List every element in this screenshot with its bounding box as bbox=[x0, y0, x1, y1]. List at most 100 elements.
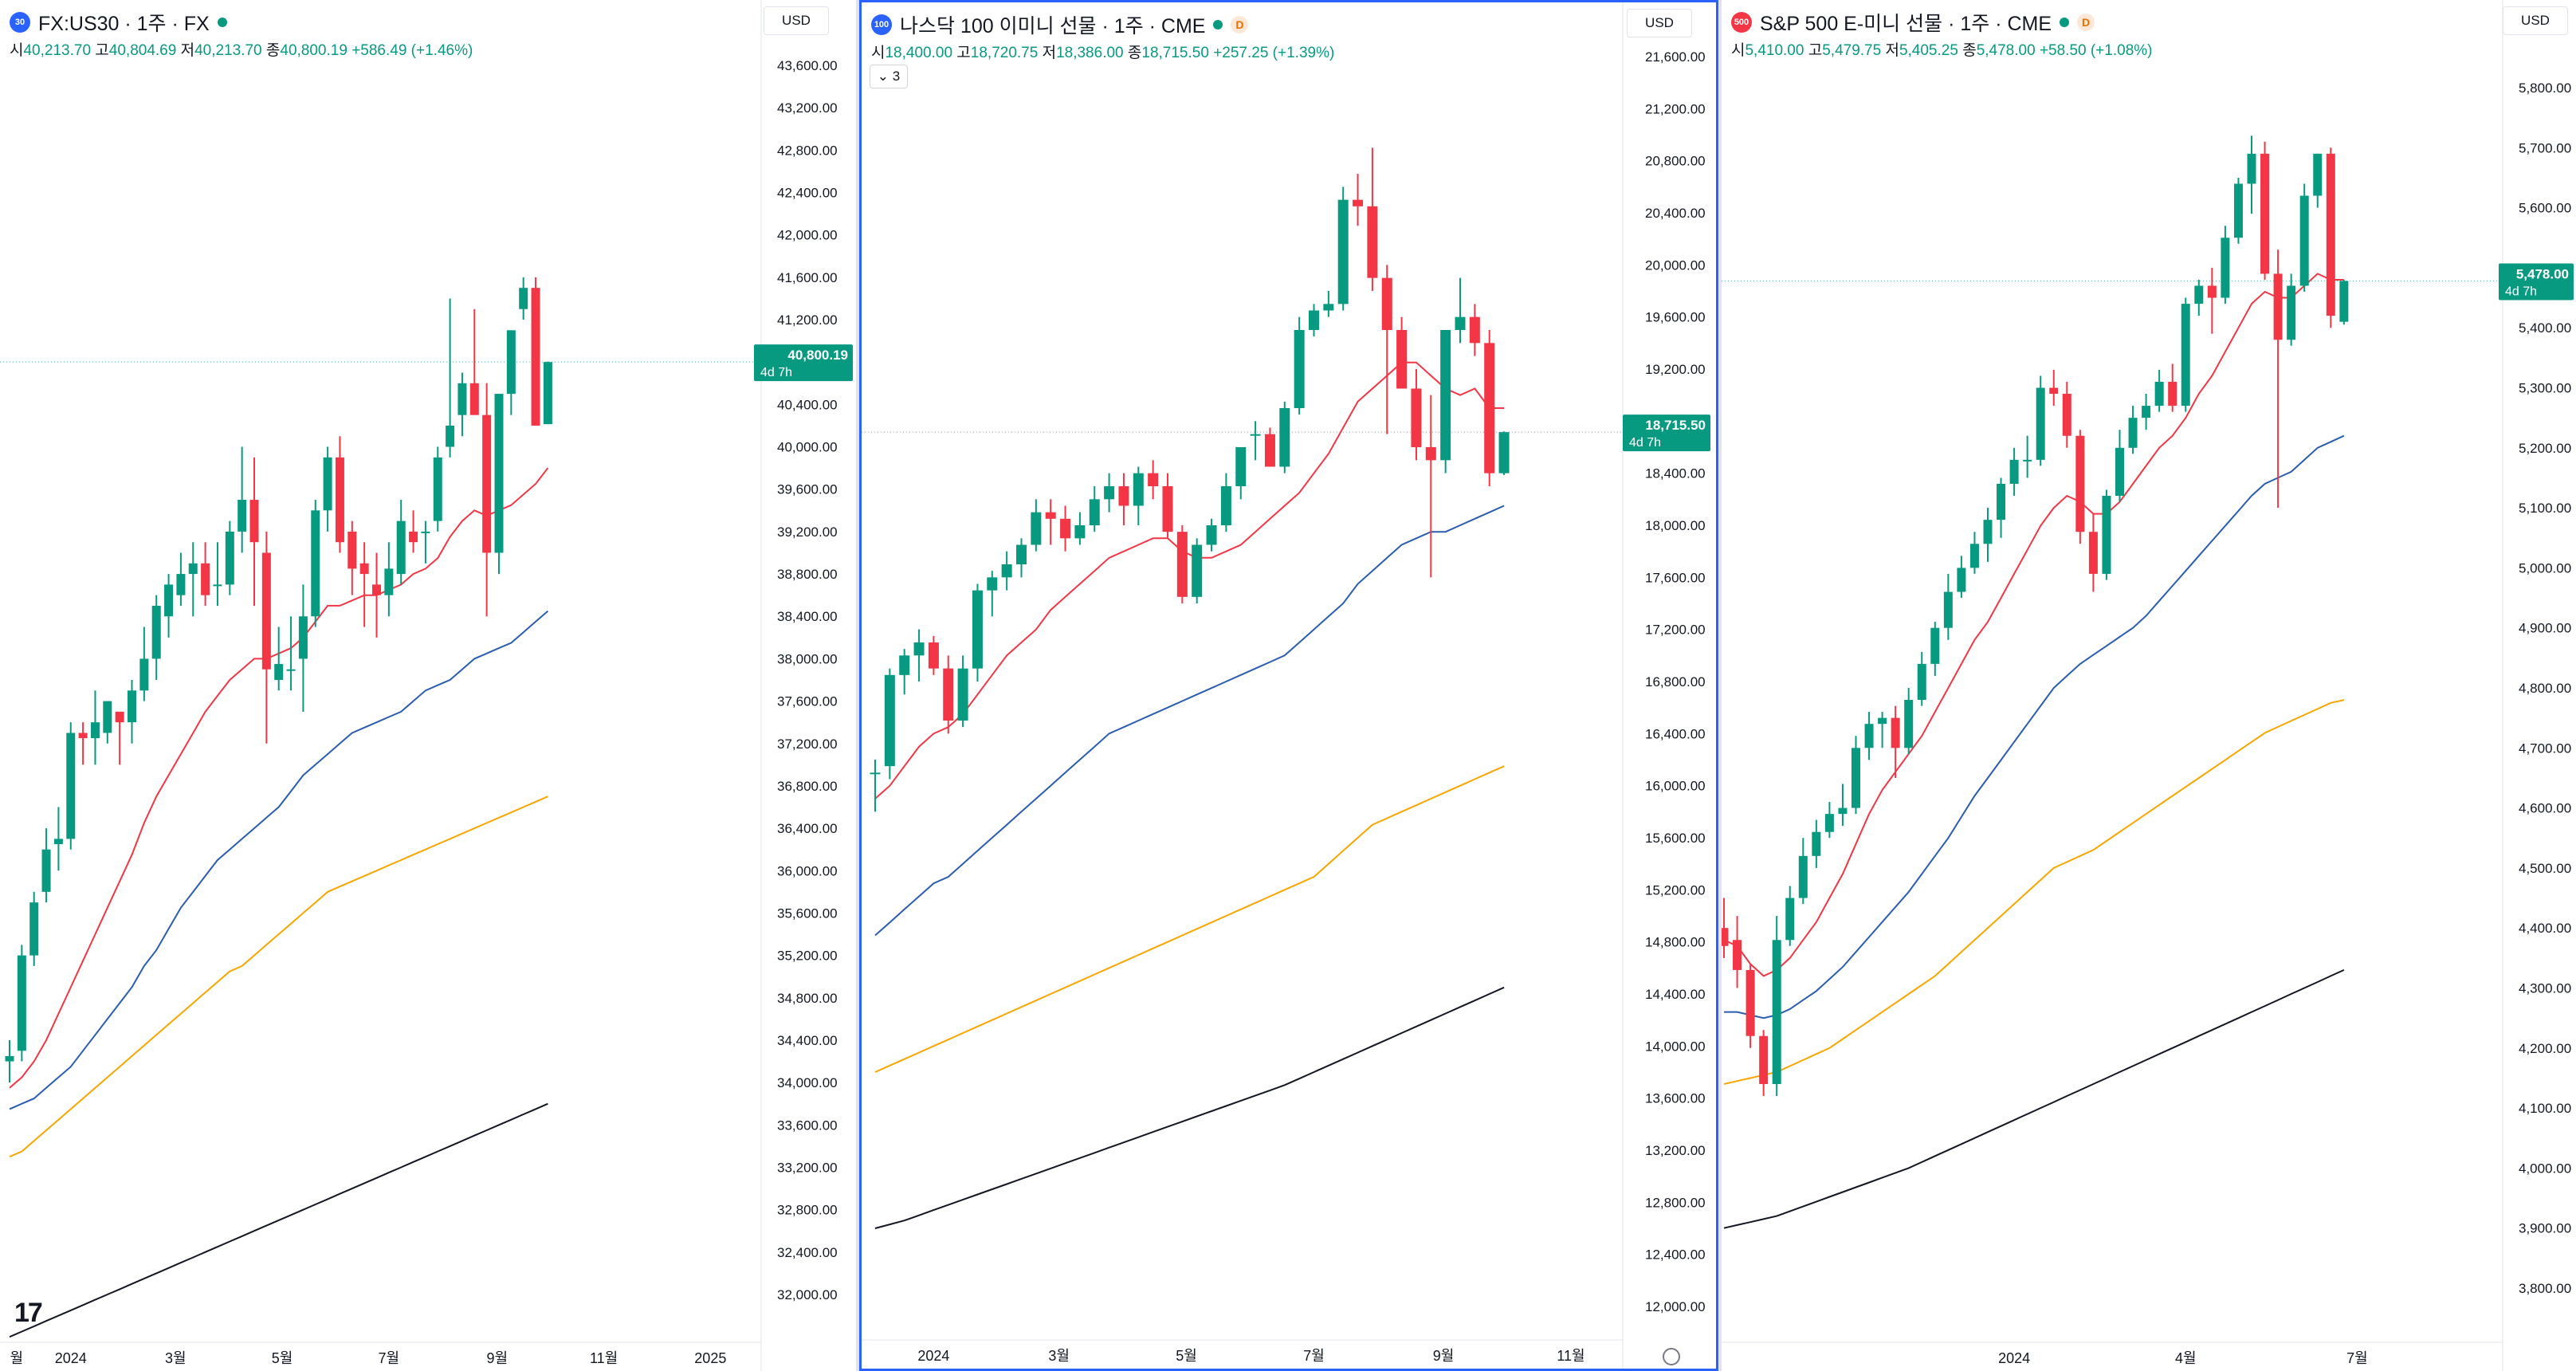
symbol-title[interactable]: FX:US30 · 1주 · FX bbox=[38, 13, 210, 35]
delayed-data-badge[interactable]: D bbox=[1231, 16, 1249, 33]
nasdaq-candlestick-chart[interactable]: 12,000.00 12,400.00 12,800.00 13,200.00 13,6… bbox=[862, 2, 1716, 1369]
candle-body bbox=[1396, 330, 1408, 389]
y-tick-label: 5,600.00 bbox=[2519, 201, 2571, 216]
candle-body bbox=[2142, 406, 2151, 418]
candle-body bbox=[2168, 381, 2177, 407]
candle bbox=[41, 828, 51, 903]
candle-body bbox=[957, 668, 968, 721]
candle-body bbox=[311, 510, 320, 617]
y-tick-label: 42,000.00 bbox=[777, 228, 838, 243]
candle-body bbox=[29, 902, 39, 956]
candle-body bbox=[531, 288, 540, 426]
candle-body bbox=[1176, 532, 1188, 597]
y-tick-label: 5,300.00 bbox=[2519, 381, 2571, 396]
symbol-title[interactable]: S&P 500 E-미니 선물 · 1주 · CME bbox=[1760, 13, 2052, 35]
candle-body bbox=[1440, 330, 1451, 461]
candle bbox=[2233, 177, 2243, 244]
us30-candlestick-chart[interactable]: 32,000.00 32,400.00 32,800.00 33,200.00 33,6… bbox=[0, 0, 856, 1371]
candle-body bbox=[213, 584, 222, 587]
candle-body bbox=[66, 733, 76, 839]
candle-body bbox=[1917, 663, 1926, 701]
candle bbox=[225, 521, 234, 595]
y-tick-label: 32,000.00 bbox=[777, 1287, 838, 1302]
y-tick-label: 5,700.00 bbox=[2519, 140, 2571, 155]
y-tick-label: 41,200.00 bbox=[777, 312, 838, 328]
candle bbox=[396, 500, 406, 585]
candle-body bbox=[1133, 473, 1144, 506]
candle bbox=[151, 595, 161, 680]
chart-pane-us30[interactable]: 32,000.00 32,400.00 32,800.00 33,200.00 33,6… bbox=[0, 0, 856, 1371]
y-tick-label: 36,400.00 bbox=[777, 821, 838, 836]
symbol-header[interactable]: 30 FX:US30 · 1주 · FX bbox=[10, 8, 227, 37]
candle-body bbox=[913, 642, 925, 656]
pane-divider[interactable] bbox=[1718, 0, 1722, 1371]
x-tick-label: 7월 bbox=[2346, 1350, 2368, 1366]
ohlc-legend: 시5,410.00 고5,479.75 저5,405.25 종5,478.00 … bbox=[1731, 42, 2153, 59]
chart-pane-nasdaq[interactable]: 12,000.00 12,400.00 12,800.00 13,200.00 13,6… bbox=[859, 0, 1718, 1371]
candle bbox=[1323, 291, 1334, 317]
candle-body bbox=[943, 668, 954, 721]
sp500-candlestick-chart[interactable]: 3,800.00 3,900.00 4,000.00 4,100.00 4,200.00… bbox=[1722, 0, 2576, 1371]
moving-average-line bbox=[1723, 699, 2345, 1085]
candle-body bbox=[1904, 700, 1914, 748]
moving-average-line bbox=[874, 986, 1505, 1229]
candle-body bbox=[1323, 304, 1334, 311]
candle-body bbox=[2088, 532, 2098, 574]
symbol-header[interactable]: 500 S&P 500 E-미니 선물 · 1주 · CME D bbox=[1731, 8, 2095, 37]
market-open-dot-icon bbox=[217, 18, 227, 27]
y-tick-label: 40,000.00 bbox=[777, 440, 838, 455]
candle-body bbox=[1878, 717, 1887, 725]
currency-button[interactable]: USD bbox=[2503, 6, 2568, 35]
candle bbox=[2207, 267, 2217, 334]
candle-body bbox=[1772, 940, 1781, 1084]
candle bbox=[2075, 430, 2085, 544]
candle bbox=[1074, 512, 1086, 545]
candle bbox=[359, 542, 369, 627]
candle bbox=[78, 722, 88, 765]
tradingview-logo-icon[interactable]: 17 bbox=[14, 1298, 43, 1328]
bar-countdown: 4d 7h bbox=[2505, 285, 2537, 298]
y-tick-label: 20,800.00 bbox=[1645, 154, 1706, 169]
candle-body bbox=[2154, 381, 2164, 407]
candle-body bbox=[1864, 724, 1874, 748]
last-price-tag: 5,478.00 4d 7h bbox=[2499, 263, 2574, 301]
candle bbox=[1220, 473, 1231, 532]
candle bbox=[53, 807, 63, 871]
chart-pane-sp500[interactable]: 3,800.00 3,900.00 4,000.00 4,100.00 4,200.00… bbox=[1722, 0, 2576, 1371]
candle bbox=[1469, 304, 1480, 356]
candle bbox=[1133, 466, 1144, 525]
y-tick-label: 16,000.00 bbox=[1645, 779, 1706, 794]
y-tick-label: 14,000.00 bbox=[1645, 1039, 1706, 1054]
candle bbox=[1824, 802, 1834, 839]
symbol-header[interactable]: 100 나스닥 100 이미니 선물 · 1주 · CME D bbox=[871, 10, 1249, 39]
y-tick-label: 42,800.00 bbox=[777, 143, 838, 158]
y-tick-label: 34,800.00 bbox=[777, 991, 838, 1006]
candle bbox=[1983, 508, 1993, 562]
last-price-value: 5,478.00 bbox=[2516, 266, 2569, 281]
candle-body bbox=[482, 414, 492, 553]
pane-divider[interactable] bbox=[856, 0, 859, 1371]
settings-gear-icon[interactable] bbox=[1663, 1348, 1680, 1365]
candle-body bbox=[2036, 387, 2045, 460]
candle-body bbox=[1759, 1035, 1769, 1084]
candle bbox=[482, 383, 492, 617]
candle-body bbox=[384, 568, 394, 595]
candle bbox=[870, 760, 881, 812]
candle bbox=[1722, 898, 1729, 958]
indicator-collapse-button[interactable]: ⌄ 3 bbox=[870, 65, 908, 88]
candle-body bbox=[176, 574, 186, 595]
currency-button[interactable]: USD bbox=[764, 6, 829, 35]
candle bbox=[2326, 147, 2335, 328]
delayed-data-badge[interactable]: D bbox=[2077, 14, 2095, 31]
y-tick-label: 5,400.00 bbox=[2519, 320, 2571, 336]
symbol-title[interactable]: 나스닥 100 이미니 선물 · 1주 · CME bbox=[900, 15, 1206, 37]
currency-button[interactable]: USD bbox=[1627, 9, 1692, 37]
bar-countdown: 4d 7h bbox=[760, 366, 792, 379]
y-tick-label: 12,000.00 bbox=[1645, 1299, 1706, 1314]
last-price-value: 40,800.19 bbox=[787, 348, 848, 363]
candle bbox=[2273, 249, 2283, 509]
candle-body bbox=[1722, 928, 1729, 946]
candle bbox=[1148, 460, 1159, 500]
candle-body bbox=[1852, 748, 1860, 808]
candle bbox=[1969, 532, 1979, 574]
